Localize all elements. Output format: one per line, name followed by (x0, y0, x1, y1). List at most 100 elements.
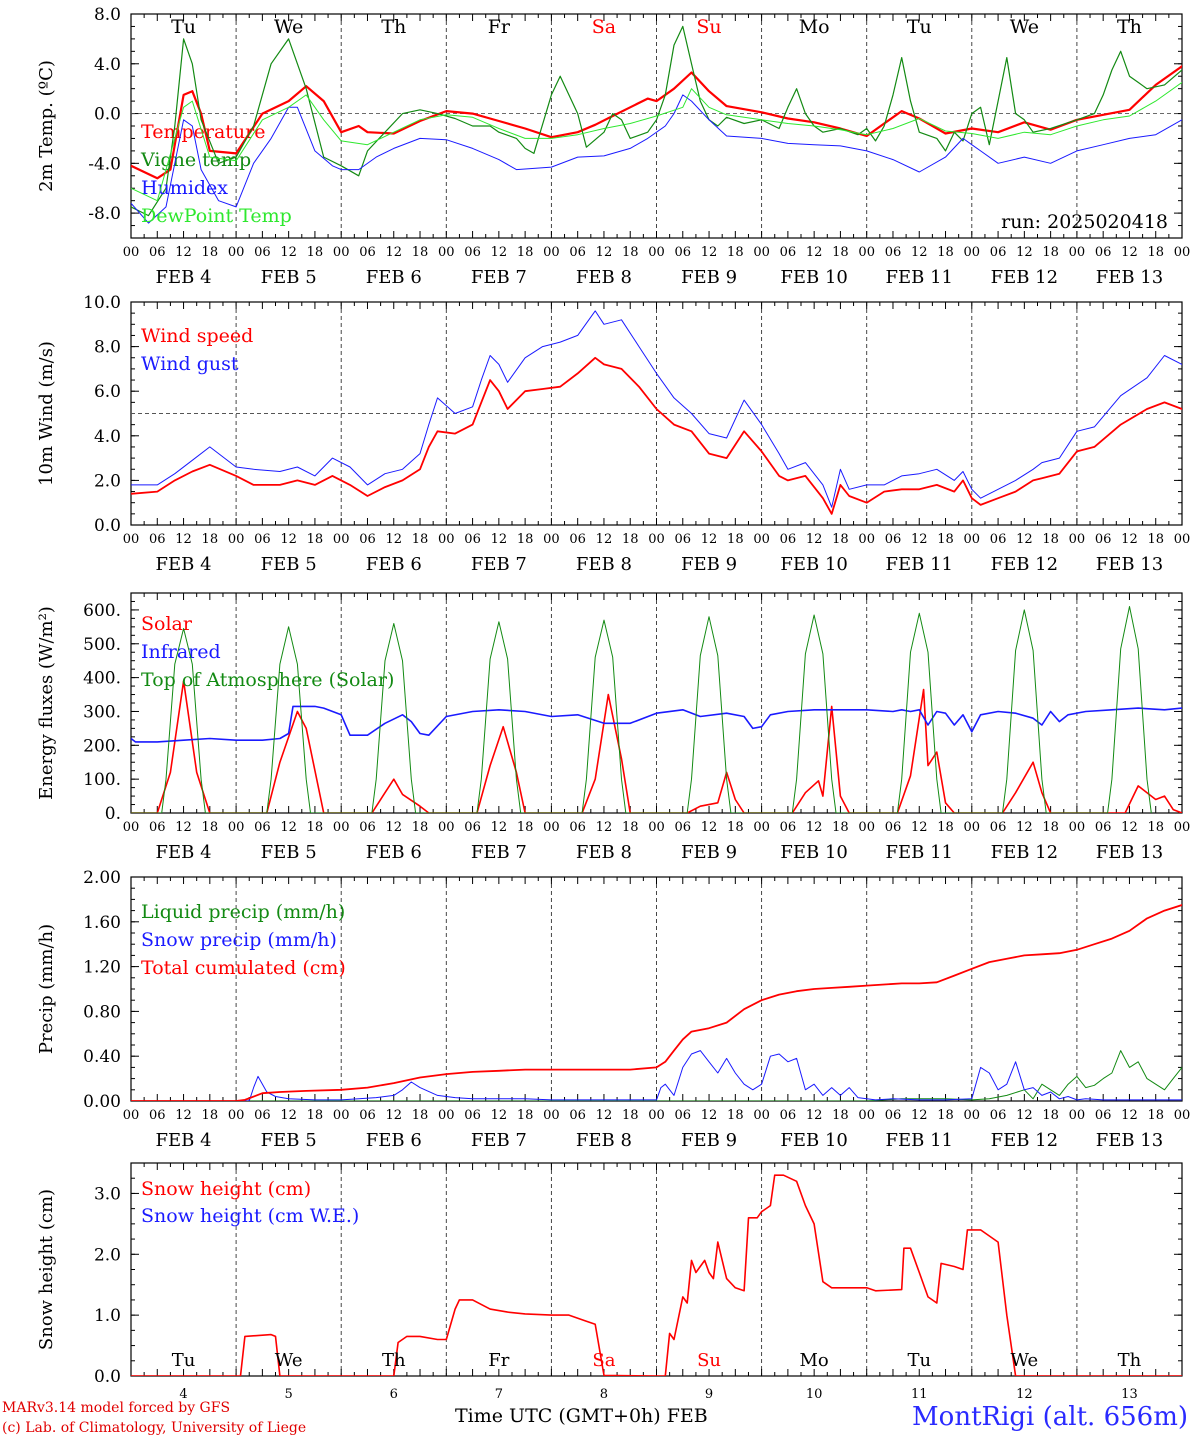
date-label: FEB 13 (1096, 1130, 1163, 1151)
hour-tick-label: 18 (202, 245, 219, 260)
y-tick-label: 3.0 (94, 1184, 121, 1204)
x-axis-month: FEB (666, 1405, 708, 1427)
legend-entry: Wind speed (141, 325, 253, 347)
hour-tick-label: 18 (1147, 532, 1164, 547)
y-tick-label: 600. (83, 601, 121, 621)
hour-tick-label: 06 (1095, 820, 1112, 835)
y-tick-label: 8.0 (94, 338, 121, 358)
date-label: FEB 8 (576, 267, 632, 288)
hour-tick-label: 18 (202, 1108, 219, 1123)
hour-tick-label: 06 (464, 245, 481, 260)
hour-tick-label: 00 (858, 820, 875, 835)
date-label: FEB 5 (261, 1130, 317, 1151)
day-number-label: 10 (806, 1387, 823, 1402)
hour-tick-label: 12 (491, 532, 508, 547)
weekday-label: Th (1117, 16, 1142, 38)
hour-tick-label: 00 (1069, 532, 1086, 547)
hour-tick-label: 00 (858, 245, 875, 260)
hour-tick-label: 12 (385, 245, 402, 260)
hour-tick-label: 00 (543, 532, 560, 547)
date-label: FEB 8 (576, 1130, 632, 1151)
hour-tick-label: 12 (596, 245, 613, 260)
y-tick-label: 200. (83, 736, 121, 756)
hour-tick-label: 12 (280, 820, 297, 835)
hour-tick-label: 06 (780, 245, 797, 260)
hour-tick-label: 18 (1042, 820, 1059, 835)
weekday-label: Su (696, 16, 721, 38)
hour-tick-label: 06 (569, 820, 586, 835)
energy-y-label: Energy fluxes (W/m²) (36, 606, 57, 800)
y-tick-label: 1.0 (94, 1306, 121, 1326)
weekday-label: Sa (592, 16, 616, 38)
hour-tick-label: 12 (175, 532, 192, 547)
hour-tick-label: 12 (701, 1108, 718, 1123)
legend-entry: Total cumulated (cm) (141, 957, 346, 979)
day-number-label: 9 (705, 1387, 713, 1402)
hour-tick-label: 18 (517, 532, 534, 547)
day-number-label: 8 (600, 1387, 608, 1402)
hour-tick-label: 12 (701, 245, 718, 260)
weekday-label: We (274, 16, 303, 38)
y-tick-label: 0.0 (94, 516, 121, 536)
snow-y-label: Snow height (cm) (36, 1189, 57, 1350)
weekday-label: Th (381, 16, 406, 38)
station-name: MontRigi (alt. 656m) (912, 1402, 1188, 1432)
hour-tick-label: 12 (1121, 820, 1138, 835)
date-label: FEB 10 (780, 554, 847, 575)
hour-tick-label: 06 (359, 1108, 376, 1123)
date-label: FEB 8 (576, 842, 632, 863)
hour-tick-label: 06 (149, 532, 166, 547)
hour-tick-label: 18 (727, 1108, 744, 1123)
date-label: FEB 13 (1096, 842, 1163, 863)
hour-tick-label: 18 (937, 532, 954, 547)
y-tick-label: 0.40 (83, 1047, 121, 1067)
snow-weekday-label: We (275, 1350, 303, 1371)
y-tick-label: 100. (83, 770, 121, 790)
hour-tick-label: 18 (937, 245, 954, 260)
weekday-label: Mo (799, 16, 830, 38)
snow-weekday-label: Mo (800, 1350, 829, 1371)
hour-tick-label: 12 (1016, 245, 1033, 260)
temperature-series-line (131, 94, 1182, 224)
day-number-label: 13 (1121, 1387, 1138, 1402)
snow-panel: 3.0 2.0 1.0 0.0 Snow height (cm) Snow height … (36, 1162, 1183, 1387)
hour-tick-label: 00 (648, 1108, 665, 1123)
hour-tick-label: 00 (753, 532, 770, 547)
date-label: FEB 11 (886, 554, 953, 575)
day-number-label: 5 (285, 1387, 293, 1402)
hour-tick-label: 12 (701, 532, 718, 547)
date-label: FEB 12 (991, 842, 1058, 863)
hour-tick-label: 12 (701, 820, 718, 835)
date-label: FEB 10 (780, 1130, 847, 1151)
temperature-series-line (131, 25, 1182, 217)
hour-tick-label: 00 (438, 245, 455, 260)
hour-tick-label: 00 (123, 245, 140, 260)
date-label: FEB 9 (681, 1130, 737, 1151)
hour-tick-label: 00 (543, 245, 560, 260)
hour-tick-label: 12 (175, 1108, 192, 1123)
date-label: FEB 6 (366, 267, 422, 288)
hour-tick-label: 00 (648, 532, 665, 547)
hour-tick-label: 00 (753, 1108, 770, 1123)
hour-tick-label: 18 (832, 532, 849, 547)
hour-tick-label: 06 (149, 245, 166, 260)
y-tick-label: 4.0 (94, 427, 121, 447)
hour-tick-label: 06 (1095, 1108, 1112, 1123)
snow-weekday-label: Tu (172, 1350, 196, 1371)
hour-tick-label: 12 (1016, 820, 1033, 835)
hour-tick-label: 06 (359, 820, 376, 835)
date-label: FEB 10 (780, 842, 847, 863)
date-label: FEB 4 (156, 554, 212, 575)
hour-tick-label: 00 (228, 1108, 245, 1123)
hour-tick-label: 18 (412, 820, 429, 835)
hour-tick-label: 12 (596, 532, 613, 547)
snow-weekday-label: Th (382, 1350, 406, 1371)
hour-tick-label: 18 (307, 820, 324, 835)
energy-series-line (131, 606, 1152, 813)
hour-tick-label: 00 (333, 245, 350, 260)
hour-tick-label: 06 (149, 1108, 166, 1123)
legend-entry: Infrared (141, 641, 221, 663)
y-tick-label: -4.0 (88, 154, 121, 174)
hour-tick-label: 06 (990, 1108, 1007, 1123)
